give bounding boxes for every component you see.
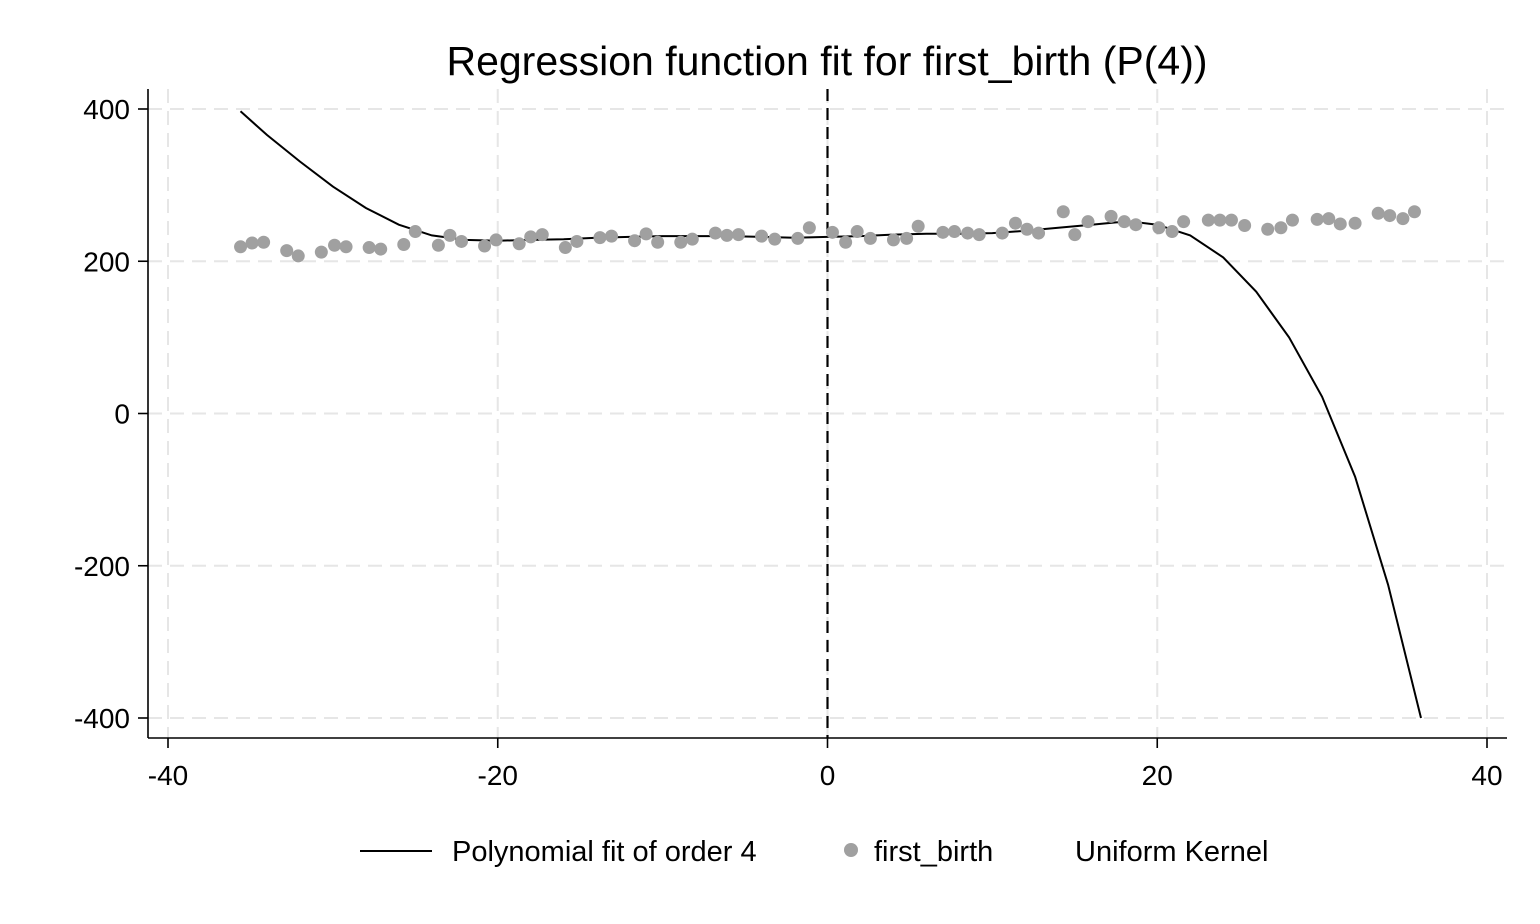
data-point [1152, 221, 1166, 235]
data-point [961, 226, 975, 240]
data-point [512, 237, 526, 251]
data-point [1238, 218, 1252, 232]
data-point [454, 234, 468, 248]
data-point [791, 231, 805, 245]
data-point [1333, 217, 1347, 231]
data-point [850, 225, 864, 239]
x-tick-label-3: 20 [1142, 760, 1173, 791]
fit-line [239, 110, 1422, 719]
data-point [1081, 215, 1095, 229]
data-point [314, 245, 328, 259]
data-point [524, 230, 538, 244]
data-point [1274, 221, 1288, 235]
data-point [863, 231, 877, 245]
data-point [1322, 212, 1336, 226]
data-point [995, 226, 1009, 240]
x-tick-label-4: 40 [1471, 760, 1502, 791]
data-point [1396, 212, 1410, 226]
data-point [755, 229, 769, 243]
data-point [1407, 205, 1421, 219]
data-point [1371, 206, 1385, 220]
data-point [443, 228, 457, 242]
chart-title: Regression function fit for first_birth … [446, 38, 1207, 84]
y-tick-label-3: -200 [74, 551, 130, 582]
data-point [328, 238, 342, 252]
data-point [478, 239, 492, 253]
data-point [291, 249, 305, 263]
x-axis-ticks: -40 -20 0 20 40 [148, 738, 1503, 791]
data-point [947, 225, 961, 239]
data-point [768, 232, 782, 246]
x-tick-label-1: -20 [478, 760, 518, 791]
legend-marker-swatch [844, 843, 858, 857]
y-tick-label-0: 400 [83, 94, 130, 125]
data-point [1008, 216, 1022, 230]
data-point [1104, 209, 1118, 223]
data-point [245, 236, 259, 250]
data-point [1310, 212, 1324, 226]
data-point [535, 228, 549, 242]
data-point [685, 232, 699, 246]
legend-label-points: first_birth [874, 836, 993, 868]
data-point [1165, 225, 1179, 239]
data-point [1224, 213, 1238, 227]
data-point [234, 240, 248, 254]
data-point [731, 228, 745, 242]
data-point [1213, 213, 1227, 227]
data-point [674, 235, 688, 249]
y-tick-label-1: 200 [83, 246, 130, 277]
data-point [570, 234, 584, 248]
data-point [339, 240, 353, 254]
data-point [1020, 222, 1034, 236]
y-tick-label-2: 0 [114, 399, 130, 430]
data-point [825, 225, 839, 239]
data-point [1261, 222, 1275, 236]
y-axis-ticks: 400 200 0 -200 -400 [74, 94, 148, 734]
data-point [1177, 215, 1191, 229]
polynomial-fit [239, 110, 1422, 719]
legend-label-fit: Polynomial fit of order 4 [452, 836, 757, 868]
data-point [911, 219, 925, 233]
data-point [1348, 216, 1362, 230]
data-point [972, 228, 986, 242]
y-tick-label-4: -400 [74, 703, 130, 734]
data-point [1117, 215, 1131, 229]
data-point [1129, 218, 1143, 232]
data-point [720, 228, 734, 242]
data-point [374, 242, 388, 256]
data-point [886, 233, 900, 247]
data-point [362, 241, 376, 255]
data-point [1201, 213, 1215, 227]
x-tick-label-2: 0 [820, 760, 836, 791]
data-point [1068, 228, 1082, 242]
data-point [1383, 209, 1397, 223]
data-point [1285, 213, 1299, 227]
data-point [489, 233, 503, 247]
data-point [1032, 226, 1046, 240]
data-point [280, 244, 294, 258]
data-point [605, 229, 619, 243]
data-point [1056, 205, 1070, 219]
data-point [257, 235, 271, 249]
scatter-points [234, 205, 1421, 263]
data-point [628, 234, 642, 248]
data-point [639, 227, 653, 241]
legend-label-kernel: Uniform Kernel [1075, 836, 1268, 868]
data-point [708, 226, 722, 240]
x-tick-label-0: -40 [148, 760, 188, 791]
data-point [651, 235, 665, 249]
legend: Polynomial fit of order 4 first_birth Un… [360, 836, 1268, 868]
data-point [900, 231, 914, 245]
data-point [408, 225, 422, 239]
data-point [839, 235, 853, 249]
data-point [593, 231, 607, 245]
data-point [431, 238, 445, 252]
data-point [936, 225, 950, 239]
data-point [397, 238, 411, 252]
data-point [558, 241, 572, 255]
data-point [802, 221, 816, 235]
